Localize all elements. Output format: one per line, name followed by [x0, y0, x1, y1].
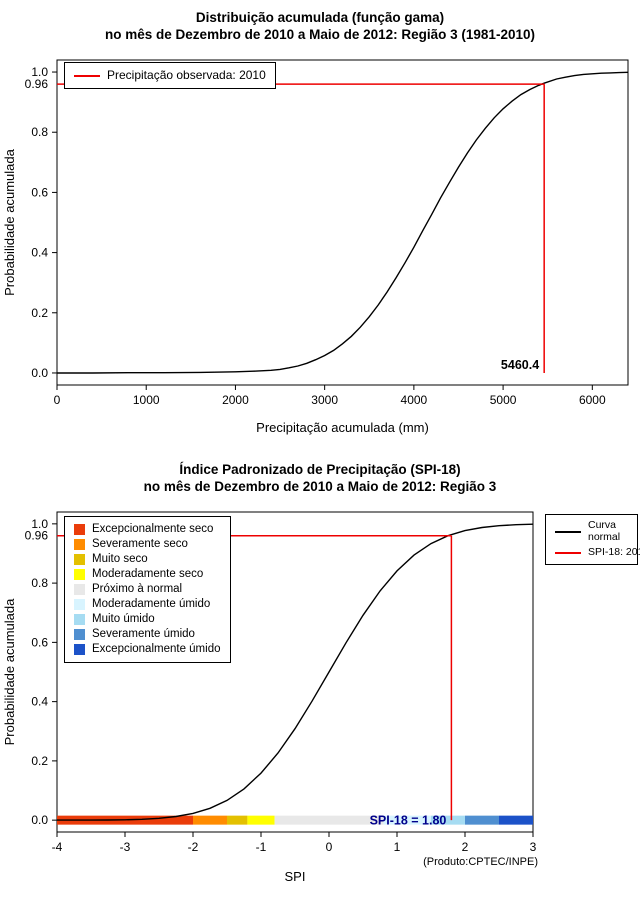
spi-category-item: Severamente úmido	[74, 627, 221, 642]
category-label: Próximo à normal	[92, 583, 183, 595]
category-label: Muito úmido	[92, 613, 155, 625]
svg-text:0.6: 0.6	[31, 635, 48, 649]
red-line-swatch	[555, 551, 581, 554]
spi-plot-area: -4 -3 -2 -1 0 1 2 3 0.0 0.2 0.4 0.6 0.8 1.0 0.96 SPI-18…	[0, 497, 640, 897]
svg-text:Probabilidade acumulada: Probabilidade acumulada	[2, 598, 17, 745]
category-color-swatch	[74, 584, 85, 595]
svg-text:0: 0	[326, 840, 333, 854]
spi-chart-title-line2: no mês de Dezembro de 2010 a Maio de 201…	[143, 479, 497, 494]
category-color-swatch	[74, 569, 85, 580]
category-color-swatch	[74, 614, 85, 625]
gamma-cdf-chart: Distribuição acumulada (função gama) no …	[0, 0, 640, 440]
svg-text:0.2: 0.2	[31, 306, 48, 320]
svg-text:3: 3	[530, 840, 537, 854]
svg-text:(Produto:CPTEC/INPE): (Produto:CPTEC/INPE)	[423, 856, 538, 868]
svg-text:2000: 2000	[222, 393, 249, 407]
legend-label-line1: Curva	[588, 519, 617, 531]
spi-category-item: Moderadamente úmido	[74, 597, 221, 612]
gamma-cdf-plot-canvas: 0 1000 2000 3000 4000 5000 6000 0.0 0.2 0.4 0.6 0.8…	[2, 59, 629, 435]
category-label: Severamente seco	[92, 538, 188, 550]
spi-curve-legend-box: Curva normal SPI-18: 2010	[545, 514, 640, 565]
gamma-chart-title: Distribuição acumulada (função gama) no …	[0, 0, 640, 45]
svg-text:2: 2	[462, 840, 469, 854]
legend-label-line2: normal	[588, 530, 621, 543]
category-color-swatch	[74, 599, 85, 610]
svg-text:0.2: 0.2	[31, 754, 48, 768]
spi-chart: Índice Padronizado de Precipitação (SPI-…	[0, 452, 640, 897]
gamma-chart-title-line1: Distribuição acumulada (função gama)	[195, 10, 445, 25]
category-color-swatch	[74, 524, 85, 535]
category-label: Moderadamente úmido	[92, 598, 211, 610]
gamma-legend-box: Precipitação observada: 2010	[64, 62, 276, 89]
legend-label-observed-precip: Precipitação observada: 2010	[107, 68, 266, 82]
svg-text:0.8: 0.8	[31, 576, 48, 590]
spi-category-item: Moderadamente seco	[74, 567, 221, 582]
category-color-swatch	[74, 644, 85, 655]
svg-text:3000: 3000	[311, 393, 338, 407]
red-line-swatch	[74, 74, 100, 77]
legend-item-normal-curve: Curva normal	[555, 519, 628, 543]
category-label: Excepcionalmente seco	[92, 523, 214, 535]
svg-text:4000: 4000	[401, 393, 428, 407]
legend-label-spi18-2010: SPI-18: 2010	[588, 546, 640, 558]
legend-item-spi18-2010: SPI-18: 2010	[555, 546, 640, 559]
svg-text:SPI: SPI	[285, 869, 306, 884]
svg-text:-1: -1	[256, 840, 267, 854]
spi-chart-title-line1: Índice Padronizado de Precipitação (SPI-…	[179, 462, 461, 477]
spi-category-item: Próximo à normal	[74, 582, 221, 597]
gamma-plot-area: 0 1000 2000 3000 4000 5000 6000 0.0 0.2 0.4 0.6 0.8…	[0, 45, 640, 440]
category-label: Moderadamente seco	[92, 568, 204, 580]
svg-text:-2: -2	[188, 840, 199, 854]
svg-text:SPI-18 = 1.80: SPI-18 = 1.80	[370, 814, 447, 828]
svg-text:0.4: 0.4	[31, 246, 48, 260]
svg-text:Precipitação acumulada (mm): Precipitação acumulada (mm)	[256, 420, 429, 435]
svg-text:0.0: 0.0	[31, 366, 48, 380]
svg-text:5000: 5000	[490, 393, 517, 407]
category-label: Muito seco	[92, 553, 148, 565]
svg-text:-3: -3	[120, 840, 131, 854]
category-color-swatch	[74, 539, 85, 550]
category-label: Severamente úmido	[92, 628, 195, 640]
legend-item-observed-precip: Precipitação observada: 2010	[74, 68, 266, 83]
svg-text:-4: -4	[52, 840, 63, 854]
svg-text:0.4: 0.4	[31, 695, 48, 709]
svg-text:0.6: 0.6	[31, 185, 48, 199]
spi-chart-title: Índice Padronizado de Precipitação (SPI-…	[0, 452, 640, 497]
spi-category-item: Muito seco	[74, 552, 221, 567]
svg-text:0.8: 0.8	[31, 125, 48, 139]
svg-text:1000: 1000	[133, 393, 160, 407]
svg-text:0: 0	[54, 393, 61, 407]
category-color-swatch	[74, 554, 85, 565]
svg-text:5460.4: 5460.4	[501, 358, 539, 372]
spi-category-item: Muito úmido	[74, 612, 221, 627]
svg-text:Probabilidade acumulada: Probabilidade acumulada	[2, 148, 17, 295]
category-label: Excepcionalmente úmido	[92, 643, 221, 655]
svg-text:0.96: 0.96	[25, 77, 49, 91]
gamma-chart-title-line2: no mês de Dezembro de 2010 a Maio de 201…	[105, 27, 535, 42]
spi-category-item: Severamente seco	[74, 537, 221, 552]
spi-category-legend-box: Excepcionalmente seco Severamente seco M…	[64, 516, 231, 663]
svg-text:1.0: 1.0	[31, 517, 48, 531]
svg-text:6000: 6000	[579, 393, 606, 407]
svg-text:0.96: 0.96	[25, 529, 49, 543]
spi-category-item: Excepcionalmente seco	[74, 522, 221, 537]
legend-label-normal-curve: Curva normal	[588, 519, 621, 543]
svg-text:1.0: 1.0	[31, 65, 48, 79]
category-color-swatch	[74, 629, 85, 640]
svg-text:0.0: 0.0	[31, 813, 48, 827]
black-line-swatch	[555, 530, 581, 533]
svg-text:1: 1	[394, 840, 401, 854]
spi-category-item: Excepcionalmente úmido	[74, 642, 221, 657]
